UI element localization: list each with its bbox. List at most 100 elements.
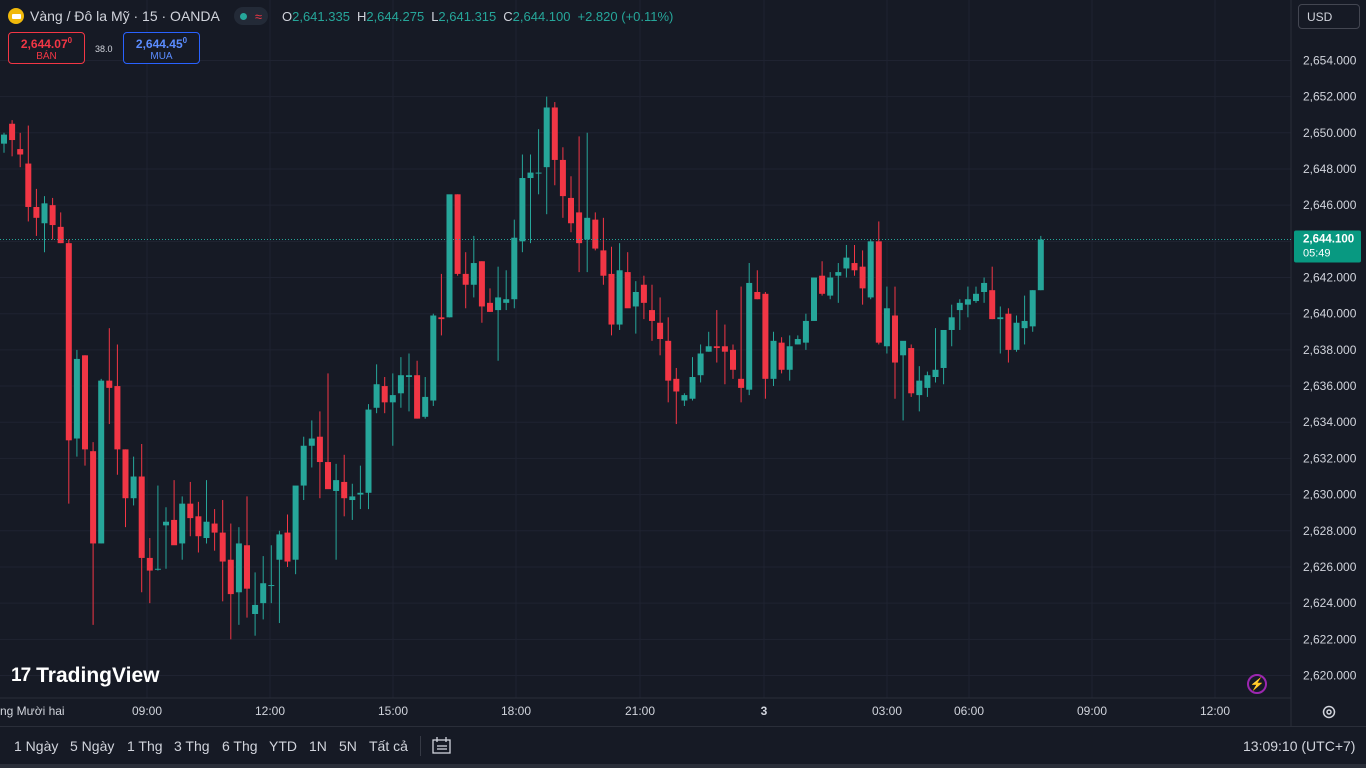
low-value: 2,641.315 (438, 8, 497, 24)
candle-body-up (535, 172, 542, 174)
candle-body-up (308, 438, 315, 446)
candle-body-up (697, 353, 704, 376)
candlestick-chart[interactable]: 2,654.000 2,652.000 2,650.000 2,648.000 2,64… (0, 0, 1366, 726)
time-tick-label: 03:00 (872, 704, 902, 718)
candle-body-down (90, 451, 97, 544)
candle-body-down (1005, 313, 1012, 350)
candle-body-up (794, 339, 801, 345)
time-tick-label: 3 (761, 704, 768, 718)
candle-body-up (632, 291, 639, 307)
price-tick-label: 2,626.000 (1303, 560, 1357, 574)
candle-body-up (357, 492, 364, 495)
candle-body-down (721, 346, 728, 352)
settings-gear-icon[interactable] (1320, 703, 1338, 721)
candle-body-up (843, 257, 850, 269)
candle-body-up (883, 308, 890, 347)
candle-body-up (495, 297, 502, 311)
candle-body-up (41, 203, 48, 224)
candle-body-down (414, 375, 421, 419)
currency-selector[interactable]: USD (1298, 4, 1360, 29)
wave-icon: ≈ (254, 8, 262, 24)
close-value: 2,644.100 (512, 8, 571, 24)
buy-button[interactable]: 2,644.450 MUA (123, 32, 200, 64)
range-6m-button[interactable]: 6 Thg (222, 738, 258, 754)
range-5d-button[interactable]: 5 Ngày (70, 738, 115, 754)
candle-body-down (65, 243, 72, 441)
candle-body-down (146, 557, 153, 571)
time-tick-label: 09:00 (132, 704, 162, 718)
range-1m-button[interactable]: 1 Thg (127, 738, 163, 754)
candle-body-down (138, 476, 145, 558)
candle-body-up (916, 380, 923, 396)
range-1y-button[interactable]: 1N (309, 738, 327, 754)
candle-body-down (195, 516, 202, 537)
candle-body-up (470, 263, 477, 285)
buy-price: 2,644.45 (135, 36, 183, 51)
candle-body-down (438, 317, 445, 320)
timezone-clock[interactable]: 13:09:10 (UTC+7) (1243, 738, 1356, 754)
candle-body-up (503, 299, 510, 303)
candle-body-down (657, 322, 664, 340)
date-range-icon[interactable] (431, 736, 453, 756)
ohlc-values: O2,641.335 H2,644.275 L2,641.315 C2,644.… (281, 8, 674, 24)
candle-body-up (163, 521, 169, 526)
symbol-title[interactable]: Vàng / Đô la Mỹ · 15 · OANDA (30, 8, 220, 24)
candle-body-up (430, 315, 437, 401)
toolbar-divider (420, 736, 421, 756)
price-tick-label: 2,642.000 (1303, 271, 1357, 285)
candle-body-up (422, 396, 429, 417)
price-tick-label: 2,640.000 (1303, 307, 1357, 321)
candle-body-down (762, 293, 769, 379)
candle-body-down (568, 197, 574, 224)
candle-body-up (616, 270, 623, 325)
candle-body-up (130, 476, 137, 499)
range-1d-button[interactable]: 1 Ngày (14, 738, 59, 754)
range-all-button[interactable]: Tất cả (369, 738, 408, 754)
sell-button[interactable]: 2,644.070 BÁN (8, 32, 85, 64)
price-tick-label: 2,632.000 (1303, 451, 1357, 465)
candle-body-down (892, 315, 898, 363)
candle-body-down (908, 348, 915, 394)
price-scale[interactable]: 2,654.000 2,652.000 2,650.000 2,648.000 2,64… (1303, 53, 1357, 682)
candle-body-up (154, 568, 161, 570)
candle-body-up (397, 375, 404, 394)
candle-body-down (778, 342, 785, 370)
candle-body-up (260, 583, 267, 604)
candle-body-down (649, 310, 655, 321)
candle-body-down (478, 261, 485, 307)
tradingview-logo[interactable]: 17 TradingView (11, 664, 160, 687)
candle-body-up (543, 107, 550, 168)
open-value: 2,641.335 (292, 8, 350, 24)
candle-body-down (754, 291, 761, 300)
candle-body-up (1029, 290, 1036, 327)
time-scale[interactable]: ng Mười hai 09:00 12:00 15:00 18:00 21:00 3 03:… (0, 704, 1230, 718)
lightning-icon[interactable]: ⚡ (1247, 674, 1267, 694)
bottom-toolbar: 1 Ngày 5 Ngày 1 Thg 3 Thg 6 Thg YTD 1N 5… (0, 726, 1366, 764)
current-price-badge: 2,644.100 05:49 (1294, 230, 1361, 263)
candle-body-up (252, 604, 259, 614)
candle-body-up (584, 217, 591, 240)
time-tick-label: 06:00 (954, 704, 984, 718)
candle-body-down (17, 149, 24, 155)
candle-body-down (608, 273, 615, 325)
range-5y-button[interactable]: 5N (339, 738, 357, 754)
candle-body-down (82, 355, 88, 450)
candle-body-down (640, 284, 647, 303)
candle-body-down (559, 159, 566, 197)
candle-body-down (316, 436, 323, 463)
candles (1, 96, 1044, 640)
candle-body-down (454, 194, 461, 274)
time-tick-label: 09:00 (1077, 704, 1107, 718)
range-3m-button[interactable]: 3 Thg (174, 738, 210, 754)
range-ytd-button[interactable]: YTD (269, 738, 297, 754)
candle-body-down (551, 107, 558, 160)
candle-body-down (851, 263, 858, 271)
candle-body-up (1021, 320, 1028, 329)
candle-body-up (948, 317, 955, 330)
price-tick-label: 2,646.000 (1303, 198, 1357, 212)
candle-body-down (600, 250, 607, 276)
candle-body-down (187, 503, 194, 519)
candle-body-up (389, 395, 396, 403)
time-tick-label: 12:00 (255, 704, 285, 718)
market-status[interactable]: ≈ (233, 7, 268, 25)
